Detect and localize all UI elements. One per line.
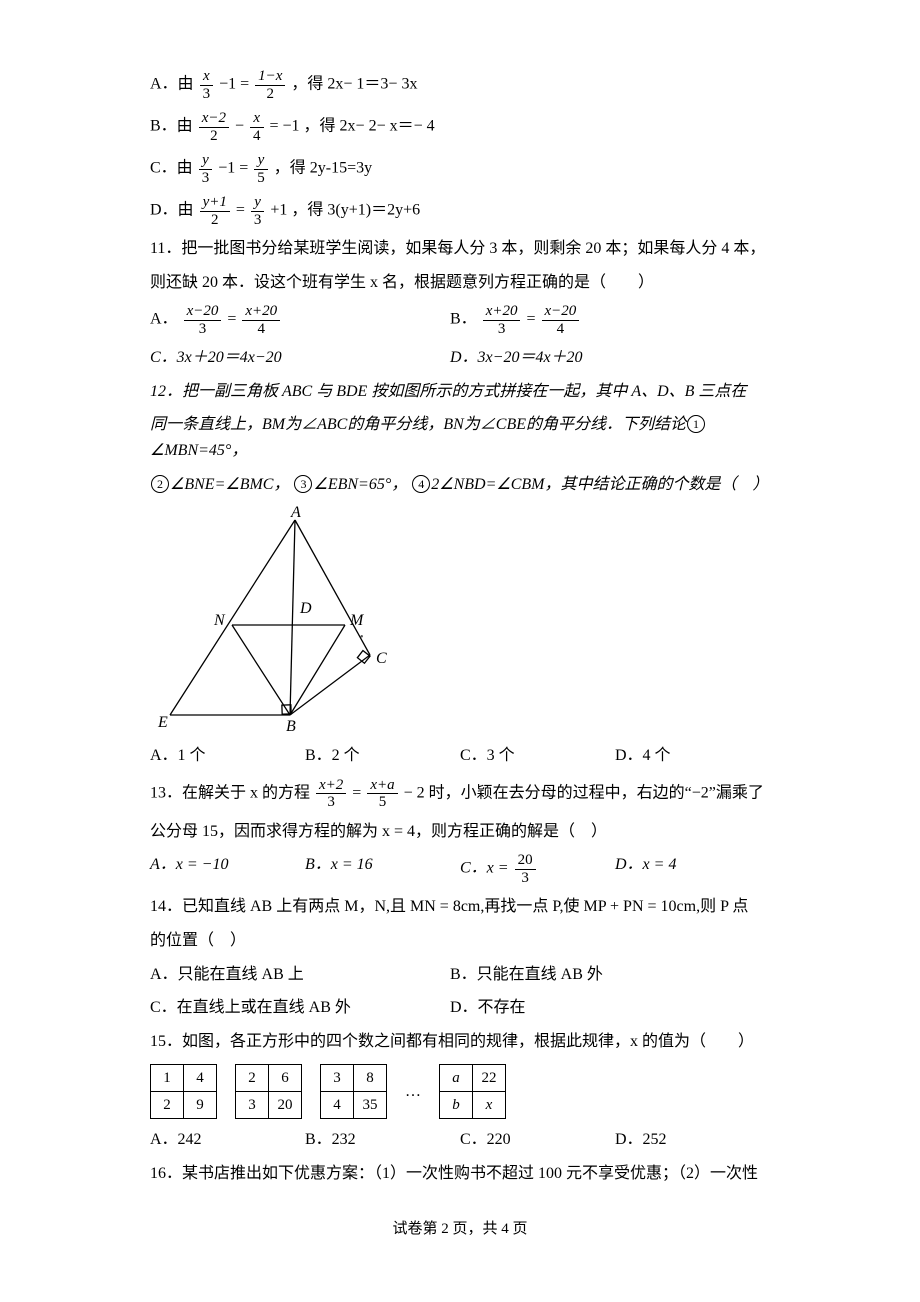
q15-options: A．242 B．232 C．220 D．252 [150, 1127, 770, 1153]
q10-option-B: B．由 x−22 − x4 = −1 ，得 2x− 2− x＝− 4 [150, 110, 770, 144]
q14-row-AB: A．只能在直线 AB 上 B．只能在直线 AB 外 [150, 962, 770, 988]
page-footer: 试卷第 2 页，共 4 页 [150, 1217, 770, 1241]
q13-stem-2: 公分母 15，因而求得方程的解为 x = 4，则方程正确的解是（ ） [150, 819, 770, 845]
svg-text:B: B [286, 718, 296, 735]
q11-row-CD: C．3x＋20＝4x−20 D．3x−20＝4x＋20 [150, 345, 770, 371]
q14-stem-2: 的位置（ ） [150, 928, 770, 954]
q12-stem-1: 12．把一副三角板 ABC 与 BDE 按如图所示的方式拼接在一起，其中 A、D… [150, 379, 770, 405]
q14-stem-1: 14．已知直线 AB 上有两点 M，N,且 MN = 8cm,再找一点 P,使 … [150, 894, 770, 920]
q12-options: A．1 个 B．2 个 C．3 个 D．4 个 [150, 743, 770, 769]
q10-option-A: A．由 x3 −1 = 1−x2 ，得 2x− 1＝3− 3x [150, 68, 770, 102]
q11-stem-1: 11．把一批图书分给某班学生阅读，如果每人分 3 本，则剩余 20 本；如果每人… [150, 236, 770, 262]
q13-stem-1: 13．在解关于 x 的方程 x+23 = x+a5 − 2 时，小颖在去分母的过… [150, 777, 770, 811]
q14-row-CD: C．在直线上或在直线 AB 外 D．不存在 [150, 995, 770, 1021]
svg-text:A: A [290, 505, 301, 521]
svg-text:E: E [157, 714, 168, 731]
svg-text:D: D [299, 600, 312, 617]
watermark-dot-icon: • [360, 630, 364, 646]
q16-stem: 16．某书店推出如下优惠方案：（1）一次性购书不超过 100 元不享受优惠；（2… [150, 1161, 770, 1187]
q11-stem-2: 则还缺 20 本．设这个班有学生 x 名，根据题意列方程正确的是（ ） [150, 270, 770, 296]
q12-stem-2: 同一条直线上，BM为∠ABC的角平分线，BN为∠CBE的角平分线．下列结论1∠M… [150, 412, 770, 463]
svg-text:C: C [376, 650, 387, 667]
svg-text:M: M [349, 612, 365, 629]
q10-option-D: D．由 y+12 = y3 +1 ，得 3(y+1)＝2y+6 [150, 194, 770, 228]
q13-options: A．x = −10 B．x = 16 C．x = 203 D．x = 4 [150, 852, 770, 886]
q11-row-AB: A． x−203 = x+204 B． x+203 = x−204 [150, 303, 770, 337]
q12-figure: A D N M C E B [150, 505, 440, 735]
svg-text:N: N [213, 612, 226, 629]
q12-stem-3: 2∠BNE=∠BMC， 3∠EBN=65°， 42∠NBD=∠CBM，其中结论正… [150, 472, 770, 498]
q10-option-C: C．由 y3 −1 = y5 ，得 2y-15=3y [150, 152, 770, 186]
q15-stem: 15．如图，各正方形中的四个数之间都有相同的规律，根据此规律，x 的值为（ ） [150, 1029, 770, 1055]
q15-figure: 1429 26320 38435 … a22bx [150, 1064, 770, 1119]
